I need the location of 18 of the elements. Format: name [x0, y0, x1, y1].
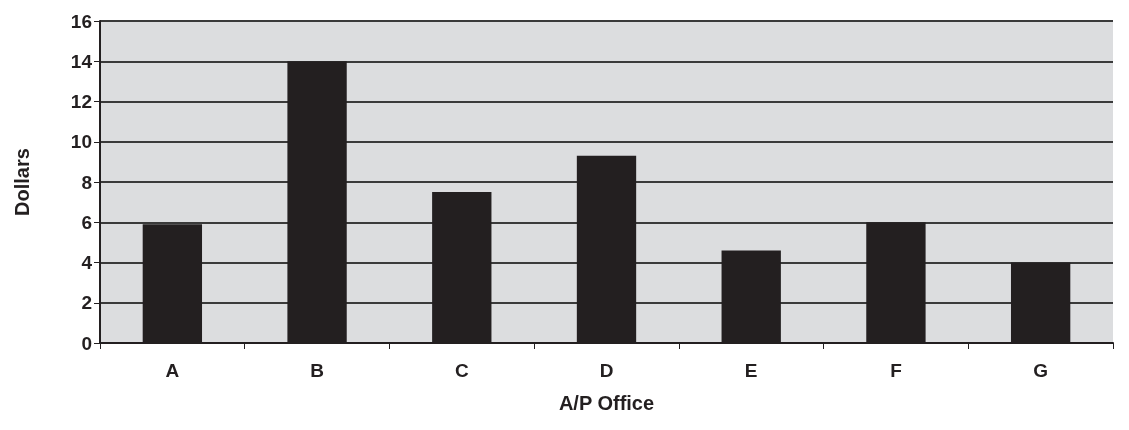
x-tick-label: G: [1033, 360, 1049, 381]
y-tick-label: 10: [70, 131, 92, 153]
x-axis-title: A/P Office: [558, 392, 655, 414]
y-tick-label: 8: [81, 171, 92, 193]
y-tick-label: 4: [81, 252, 93, 273]
x-tick-label: A: [165, 360, 180, 381]
x-tick-label: E: [744, 360, 758, 381]
x-tick-label: D: [599, 360, 614, 381]
y-tick-label: 16: [70, 10, 92, 32]
y-tick-label: 2: [81, 292, 92, 314]
y-tick-label: 6: [81, 211, 92, 233]
x-tick-label: F: [890, 360, 902, 381]
x-tick-label: C: [454, 360, 469, 381]
y-tick-label: 14: [70, 50, 93, 72]
y-axis-title: Dollars: [11, 148, 33, 216]
y-tick-label: 0: [81, 332, 92, 354]
x-tick-label: B: [310, 360, 324, 381]
y-tick-label: 12: [70, 91, 92, 112]
